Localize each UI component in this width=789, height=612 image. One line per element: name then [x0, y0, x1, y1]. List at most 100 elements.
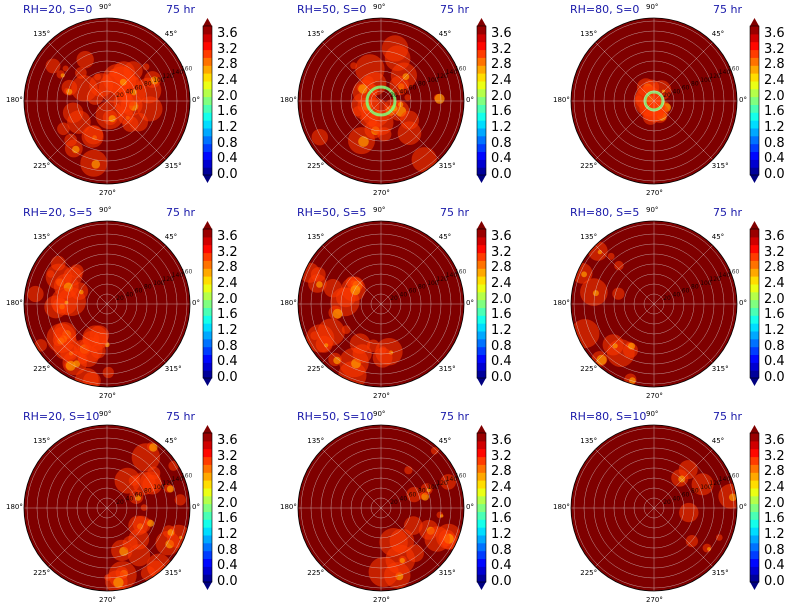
colorbar-tick-label: 1.6 [764, 511, 785, 527]
colorbar-tick-label: 1.2 [764, 322, 785, 338]
colorbar-segment [750, 519, 759, 528]
colorbar-segment [477, 346, 486, 355]
angular-tick-label: 45° [164, 233, 178, 242]
angular-grid-line [653, 245, 713, 305]
angular-tick-label: 45° [711, 30, 725, 39]
colorbar-tick-label: 3.2 [764, 448, 785, 464]
angular-tick-label: 180° [553, 299, 570, 307]
colorbar-tick-label: 2.0 [217, 88, 238, 104]
polar-outline [570, 424, 738, 592]
colorbar-tick-label: 3.2 [491, 41, 512, 57]
colorbar-segment [477, 480, 486, 489]
colorbar-segment [203, 268, 212, 277]
angular-grid-line [653, 449, 713, 509]
colorbar-segment [203, 440, 212, 450]
angular-tick-label: 225° [580, 568, 598, 577]
rain-core [119, 78, 127, 86]
panel-time-label: 75 hr [166, 206, 195, 219]
colorbar-segment [750, 362, 759, 371]
colorbar-tick-label: 3.6 [217, 25, 238, 41]
rain-core [72, 145, 80, 154]
radial-tick-label: 160 [181, 472, 193, 479]
colorbar-tick-label: 3.6 [491, 25, 512, 41]
colorbar-segment [750, 135, 759, 145]
radial-tick-label: 60 [135, 85, 143, 92]
rain-cell [411, 147, 437, 173]
colorbar-segment [750, 291, 759, 301]
colorbar-segment [203, 346, 212, 355]
colorbar-tick-label: 2.4 [491, 72, 512, 88]
colorbar-tick-label: 1.2 [491, 526, 512, 542]
colorbar-segment [750, 143, 759, 152]
colorbar-tick-label: 1.2 [491, 119, 512, 135]
rain-core [150, 76, 159, 85]
colorbar-tick-label: 2.8 [764, 464, 785, 480]
colorbar-tick-label: 0.4 [764, 151, 785, 167]
colorbar-segment [203, 143, 212, 152]
rain-core [64, 300, 69, 305]
colorbar-segment [203, 472, 212, 481]
rain-core [612, 343, 618, 349]
colorbar-tick-label: 2.4 [217, 275, 238, 291]
colorbar-segment [750, 338, 759, 348]
radial-tick-label: 100 [427, 280, 439, 287]
colorbar-tick-label: 0.8 [217, 338, 238, 354]
panel-time-label: 75 hr [440, 206, 469, 219]
colorbar-extend-max [750, 221, 759, 229]
angular-grid-line [653, 303, 713, 363]
colorbar-segment [477, 354, 486, 363]
angular-grid-line [106, 100, 166, 160]
rain-core [135, 495, 142, 501]
colorbar-segment [477, 229, 486, 238]
colorbar-tick-label: 2.0 [764, 291, 785, 307]
panel-time-label: 75 hr [713, 410, 742, 423]
colorbar-segment [477, 244, 486, 254]
colorbar-segment [477, 566, 486, 575]
angular-tick-label: 225° [580, 161, 598, 170]
radial-tick-label: 160 [181, 268, 193, 275]
rain-cell [315, 335, 333, 353]
angular-grid-line [595, 245, 655, 305]
colorbar-segment [477, 96, 486, 105]
angular-tick-label: 0° [739, 96, 747, 104]
angular-tick-label: 90° [646, 206, 659, 214]
angular-tick-label: 90° [373, 206, 386, 214]
colorbar-segment [750, 252, 759, 261]
rain-cell [27, 285, 44, 303]
angular-grid-line [48, 507, 108, 567]
radial-tick-label: 80 [418, 81, 426, 88]
radial-tick-label: 160 [728, 65, 740, 72]
colorbar-extend-min [203, 582, 212, 590]
radial-tick-label: 80 [144, 284, 152, 291]
colorbar-segment [477, 127, 486, 137]
colorbar-tick-label: 0.8 [491, 135, 512, 151]
radial-tick-label: 120 [709, 480, 721, 487]
angular-tick-label: 45° [711, 437, 725, 446]
colorbar-tick-label: 2.4 [217, 479, 238, 495]
rain-core [166, 485, 174, 493]
radial-tick-label: 120 [436, 480, 448, 487]
colorbar-tick-label: 2.4 [491, 479, 512, 495]
rain-core [332, 308, 343, 319]
colorbar-segment [203, 236, 212, 246]
colorbar-tick-label: 2.0 [217, 291, 238, 307]
colorbar-segment [750, 464, 759, 473]
radial-tick-label: 120 [162, 480, 174, 487]
angular-tick-label: 180° [6, 96, 23, 104]
radial-tick-label: 20 [390, 92, 398, 99]
angular-tick-label: 180° [553, 96, 570, 104]
radial-tick-label: 40 [400, 291, 408, 298]
angular-grid-line [106, 507, 166, 567]
colorbar-segment [477, 448, 486, 458]
rain-core [358, 136, 369, 147]
radial-tick-label: 40 [673, 291, 681, 298]
polar-outline [297, 424, 465, 592]
colorbar-outline [749, 228, 760, 379]
angular-tick-label: 90° [99, 3, 112, 11]
angular-grid-line [106, 303, 166, 363]
colorbar-tick-label: 0.4 [491, 354, 512, 370]
colorbar-segment [203, 159, 212, 168]
panel-title: RH=50, S=0 [297, 3, 367, 16]
radial-tick-label: 140 [446, 69, 458, 76]
